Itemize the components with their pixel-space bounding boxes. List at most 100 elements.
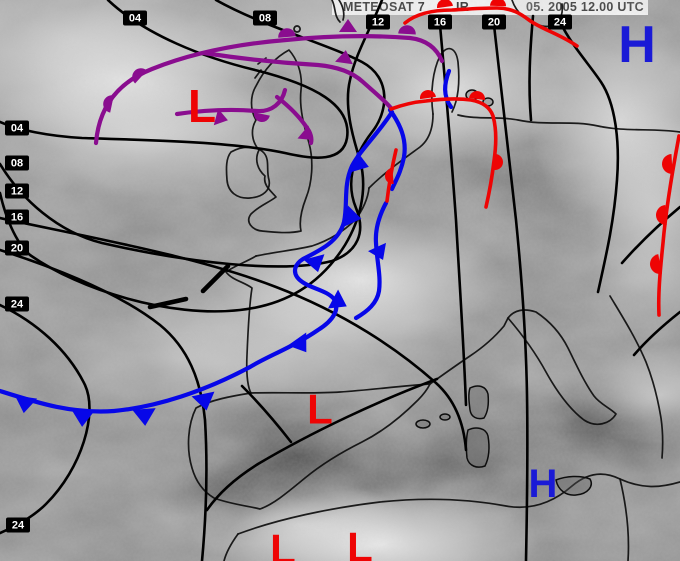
pressure-center-low: L bbox=[307, 386, 333, 433]
isobar-label-box bbox=[5, 155, 29, 171]
isobar-label-value: 16 bbox=[11, 212, 23, 224]
isobar-label-box bbox=[5, 209, 29, 225]
isobar-label: 20 bbox=[482, 14, 506, 30]
occluded-front-semicircle bbox=[254, 112, 270, 122]
pressure-centers: L H L H L L bbox=[188, 16, 656, 561]
occluded-front-triangle bbox=[297, 125, 313, 140]
isobar-label-box bbox=[5, 120, 29, 136]
isobar-labels: 04 08 12 16 20 24 04 08 12 16 20 24 24 bbox=[5, 10, 572, 533]
isobar-label-value: 12 bbox=[11, 186, 23, 198]
coastline bbox=[609, 295, 664, 459]
cold-front-triangle bbox=[344, 205, 362, 227]
isobar-label: 12 bbox=[366, 14, 390, 30]
isobar-label: 12 bbox=[5, 183, 29, 199]
warm-front-line bbox=[656, 134, 680, 317]
isobar-label-value: 08 bbox=[259, 13, 271, 25]
occluded-front-triangle bbox=[335, 50, 353, 65]
warm-front bbox=[403, 0, 579, 48]
coastline bbox=[225, 146, 271, 199]
warm-front-line bbox=[403, 6, 579, 48]
occluded-front-line bbox=[201, 50, 394, 111]
coastline bbox=[331, 0, 345, 23]
isobar-label-value: 04 bbox=[11, 123, 24, 135]
isobar-line bbox=[492, 23, 529, 561]
cold-front bbox=[443, 68, 454, 110]
occluded-front-triangle bbox=[213, 108, 228, 126]
isobar-label-box bbox=[253, 10, 277, 26]
isobar-label-box bbox=[548, 14, 572, 30]
island-coastline bbox=[468, 385, 490, 420]
isobar-line bbox=[632, 310, 680, 357]
warm-front-semicircle bbox=[650, 254, 662, 274]
occluded-front-semicircle bbox=[278, 28, 296, 38]
cold-front-triangle bbox=[191, 391, 215, 411]
cold-front-triangle bbox=[287, 332, 307, 353]
isobar-line bbox=[0, 248, 208, 561]
cold-front-triangle bbox=[14, 395, 38, 414]
warm-front bbox=[389, 90, 503, 209]
pressure-center-low: L bbox=[270, 526, 296, 561]
isobar-line bbox=[528, 14, 535, 122]
pressure-center-low: L bbox=[188, 80, 216, 132]
occluded-front-semicircle bbox=[398, 25, 416, 35]
isobar-label-value: 16 bbox=[434, 17, 446, 29]
pressure-center-low: L bbox=[347, 524, 373, 561]
isobar-label-value: 12 bbox=[372, 17, 384, 29]
cold-front bbox=[353, 107, 407, 321]
warm-front bbox=[385, 148, 398, 203]
isobar-line bbox=[205, 377, 439, 512]
cold-front-triangle bbox=[327, 289, 347, 309]
isobar-label-box bbox=[123, 10, 147, 26]
isobar-label: 16 bbox=[428, 14, 452, 30]
cold-front-triangle bbox=[303, 254, 325, 273]
isobar-label-box bbox=[366, 14, 390, 30]
trough-line bbox=[147, 296, 189, 310]
isobar-label: 24 bbox=[6, 517, 30, 533]
warm-front-semicircle bbox=[437, 0, 453, 9]
cold-front-line bbox=[443, 68, 454, 110]
coastline bbox=[429, 317, 509, 385]
isobar-label-value: 20 bbox=[488, 17, 500, 29]
isobar-line bbox=[558, 20, 620, 294]
island-coastline bbox=[415, 419, 431, 429]
occluded-front bbox=[93, 19, 445, 146]
isobar-line bbox=[620, 205, 680, 265]
cold-front-triangle bbox=[71, 409, 95, 427]
trough-line bbox=[200, 263, 231, 294]
weather-fronts bbox=[0, 0, 680, 427]
occluded-front-triangle bbox=[339, 19, 357, 32]
island-coastline bbox=[465, 427, 490, 468]
warm-front-semicircle bbox=[490, 0, 506, 7]
isobar-line bbox=[240, 384, 293, 444]
isobar-label-value: 08 bbox=[11, 158, 23, 170]
isobar-label: 08 bbox=[5, 155, 29, 171]
warm-front-semicircle bbox=[469, 91, 485, 101]
isobar-label-value: 20 bbox=[11, 243, 23, 255]
cold-front-line bbox=[353, 107, 407, 321]
coastline bbox=[187, 383, 431, 510]
warm-front-semicircle bbox=[662, 154, 673, 174]
isobar-line bbox=[0, 303, 91, 535]
isobar-label-box bbox=[6, 517, 30, 533]
coastline bbox=[223, 478, 630, 561]
isobar-label-box bbox=[5, 240, 29, 256]
warm-front-semicircle bbox=[656, 205, 667, 225]
warm-front-semicircle bbox=[494, 154, 503, 170]
isobar-label-value: 04 bbox=[129, 13, 142, 25]
occluded-front bbox=[201, 50, 394, 111]
isobar-line bbox=[0, 216, 468, 452]
isobar-line bbox=[0, 0, 384, 313]
isobar-label: 04 bbox=[123, 10, 147, 26]
isobar-label-box bbox=[482, 14, 506, 30]
warm-front-line bbox=[389, 97, 498, 209]
isobar-label: 24 bbox=[548, 14, 572, 30]
isobar-label-value: 24 bbox=[11, 299, 24, 311]
coastline bbox=[430, 47, 460, 115]
cold-front bbox=[0, 109, 395, 427]
isobar-label-box bbox=[5, 296, 29, 312]
occluded-front-line bbox=[93, 34, 445, 146]
coastline bbox=[368, 113, 434, 189]
